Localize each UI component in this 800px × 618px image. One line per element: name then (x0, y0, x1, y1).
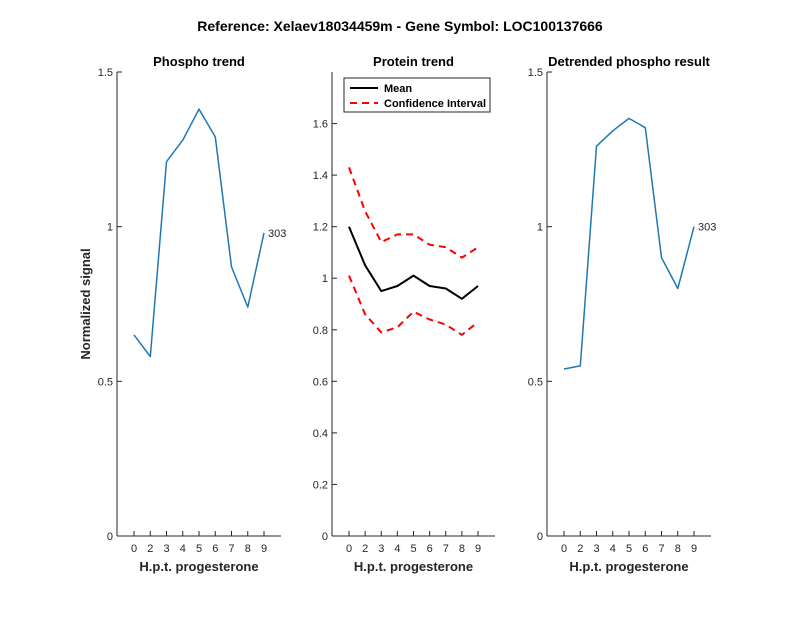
legend: Mean Confidence Interval (343, 77, 491, 113)
x-tick-label: 7 (443, 543, 449, 555)
y-tick-label: 0.5 (528, 376, 543, 388)
ci-series-line (348, 275, 479, 336)
x-tick-label: 5 (626, 543, 632, 555)
series-annotation: 303 (698, 222, 716, 234)
x-axis-label: H.p.t. progesterone (139, 559, 258, 574)
x-tick-label: 5 (410, 543, 416, 555)
legend-label: Mean (384, 83, 412, 95)
y-tick-label: 1.5 (528, 67, 543, 79)
y-tick-label: 1.4 (313, 170, 328, 182)
x-tick-label: 4 (394, 543, 400, 555)
y-tick-label: 0.4 (313, 428, 328, 440)
y-tick-label: 0 (537, 531, 543, 543)
y-tick-label: 0 (322, 531, 328, 543)
x-tick-label: 4 (180, 543, 186, 555)
x-tick-label: 9 (475, 543, 481, 555)
y-tick-label: 1.5 (98, 67, 113, 79)
x-tick-label: 3 (163, 543, 169, 555)
series-annotation: 303 (268, 228, 286, 240)
x-tick-label: 3 (378, 543, 384, 555)
y-tick-label: 1 (322, 273, 328, 285)
figure-title: Reference: Xelaev18034459m - Gene Symbol… (197, 18, 603, 34)
x-axis-label: H.p.t. progesterone (354, 559, 473, 574)
x-tick-label: 2 (147, 543, 153, 555)
x-tick-label: 9 (691, 543, 697, 555)
ci-series-line (348, 167, 479, 259)
x-tick-label: 0 (131, 543, 137, 555)
x-tick-label: 0 (561, 543, 567, 555)
legend-label: Confidence Interval (384, 98, 486, 110)
x-tick-label: 7 (658, 543, 664, 555)
x-tick-label: 8 (459, 543, 465, 555)
x-tick-label: 8 (245, 543, 251, 555)
x-tick-label: 5 (196, 543, 202, 555)
mean-series-line (348, 226, 479, 300)
y-tick-label: 0.5 (98, 376, 113, 388)
phospho-series-line (133, 108, 265, 358)
phospho-series-line (563, 117, 695, 370)
panel-title: Phospho trend (153, 54, 245, 69)
y-tick-label: 1 (537, 222, 543, 234)
y-tick-label: 0 (107, 531, 113, 543)
y-axis-label: Normalized signal (78, 248, 93, 359)
x-tick-label: 9 (261, 543, 267, 555)
panel-title: Detrended phospho result (548, 54, 710, 69)
x-tick-label: 7 (228, 543, 234, 555)
panel-title: Protein trend (373, 54, 454, 69)
x-tick-label: 6 (212, 543, 218, 555)
legend-box (343, 77, 491, 113)
y-tick-label: 0.2 (313, 479, 328, 491)
x-tick-label: 6 (642, 543, 648, 555)
x-tick-label: 4 (610, 543, 616, 555)
y-tick-label: 0.8 (313, 325, 328, 337)
x-axis-label: H.p.t. progesterone (569, 559, 688, 574)
y-tick-label: 1.6 (313, 119, 328, 131)
y-tick-label: 1 (107, 222, 113, 234)
x-tick-label: 0 (346, 543, 352, 555)
y-tick-label: 1.2 (313, 222, 328, 234)
x-tick-label: 8 (675, 543, 681, 555)
x-tick-label: 3 (593, 543, 599, 555)
x-tick-label: 2 (362, 543, 368, 555)
x-tick-label: 6 (427, 543, 433, 555)
x-tick-label: 2 (577, 543, 583, 555)
y-tick-label: 0.6 (313, 376, 328, 388)
